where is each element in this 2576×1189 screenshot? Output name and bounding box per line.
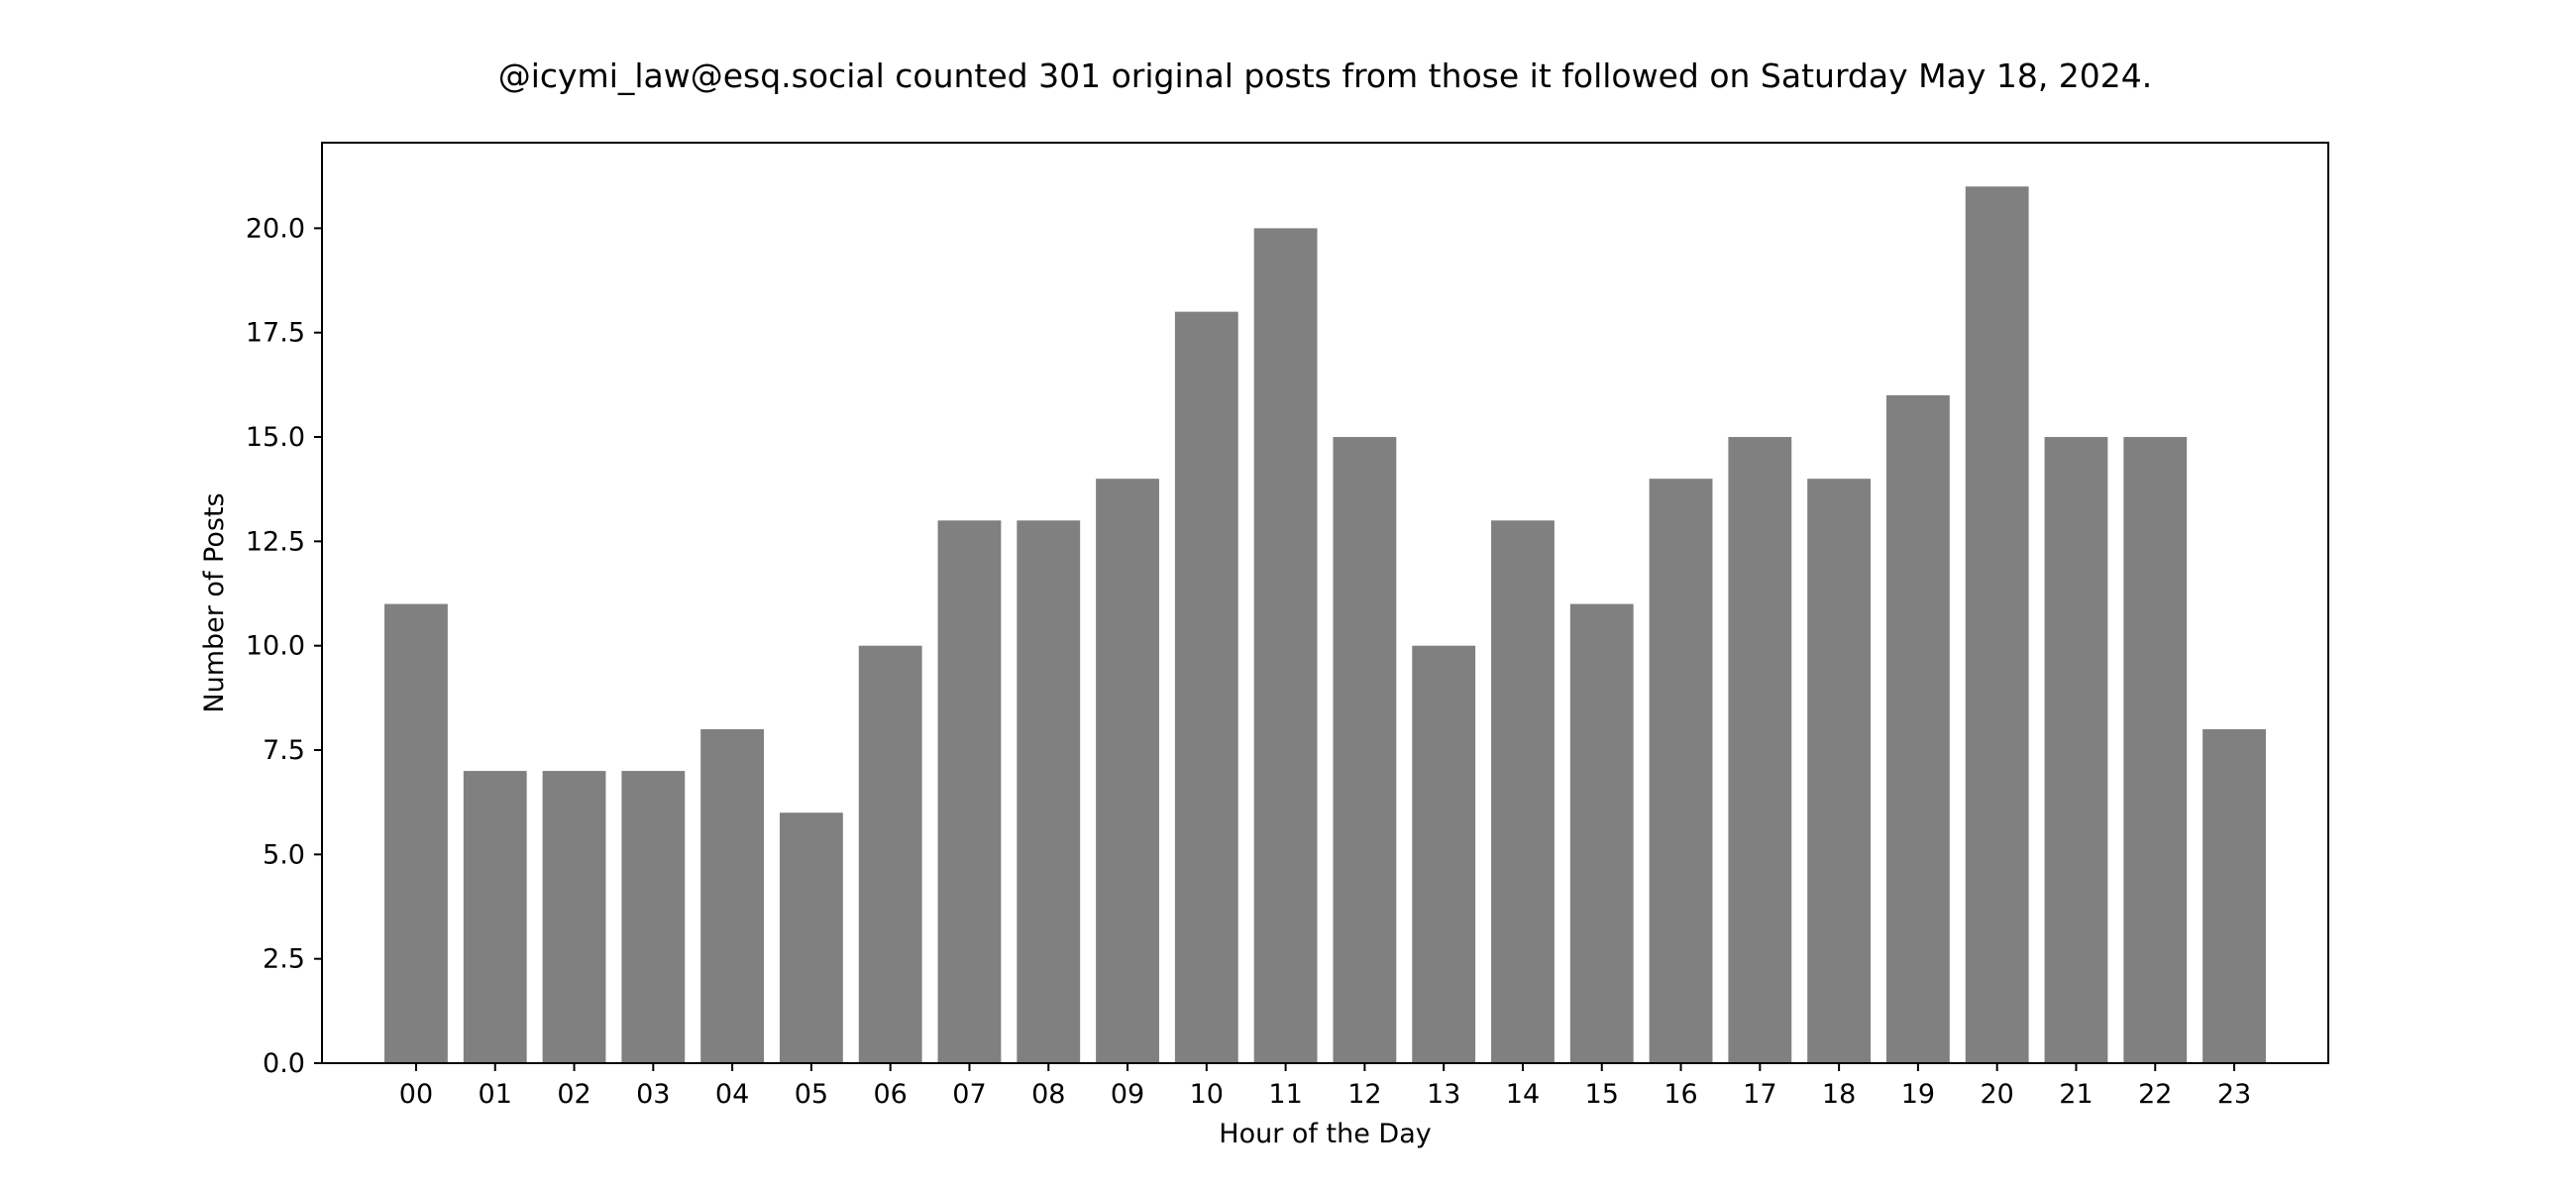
x-tick-label: 02	[557, 1079, 590, 1110]
x-tick-label: 17	[1743, 1079, 1776, 1110]
bar-21	[2044, 437, 2108, 1063]
y-axis: 0.0 2.5 5.0 7.5 10.0 12.5 15.0 17.5 20.0	[246, 213, 322, 1079]
y-tick-label: 2.5	[263, 944, 305, 975]
x-tick-label: 19	[1901, 1079, 1935, 1110]
bar-04	[700, 728, 765, 1063]
bars-group	[384, 186, 2266, 1064]
x-tick-label: 08	[1031, 1079, 1065, 1110]
x-tick-label: 21	[2059, 1079, 2093, 1110]
chart-title: @icymi_law@esq.social counted 301 origin…	[498, 56, 2153, 95]
x-tick-label: 20	[1981, 1079, 2014, 1110]
x-axis: 00 01 02 03 04 05 06 07 08 09 10 11 12 13 14 15 16 17 18 19…	[399, 1063, 2251, 1110]
x-tick-label: 12	[1347, 1079, 1381, 1110]
bar-22	[2123, 437, 2188, 1063]
bar-02	[542, 771, 606, 1063]
plot-frame	[321, 142, 2329, 1064]
bar-17	[1728, 437, 1792, 1063]
bar-23	[2202, 728, 2266, 1063]
x-tick-label: 00	[399, 1079, 433, 1110]
bar-05	[779, 812, 843, 1063]
y-tick-label: 12.5	[246, 526, 305, 557]
x-tick-label: 18	[1822, 1079, 1856, 1110]
bar-08	[1017, 520, 1081, 1063]
x-tick-label: 03	[636, 1079, 670, 1110]
bar-13	[1412, 645, 1476, 1063]
bar-07	[937, 520, 1002, 1063]
y-tick-label: 20.0	[246, 213, 305, 244]
bar-03	[621, 771, 686, 1063]
x-tick-label: 11	[1268, 1079, 1302, 1110]
bar-19	[1885, 394, 1950, 1063]
bar-01	[463, 771, 527, 1063]
x-tick-label: 23	[2217, 1079, 2251, 1110]
x-tick-label: 15	[1585, 1079, 1619, 1110]
x-tick-label: 01	[479, 1079, 512, 1110]
y-tick-label: 0.0	[263, 1048, 305, 1079]
bar-20	[1965, 186, 2029, 1063]
bar-14	[1491, 520, 1555, 1063]
bar-12	[1333, 437, 1397, 1063]
x-tick-label: 04	[715, 1079, 749, 1110]
x-tick-label: 09	[1111, 1079, 1144, 1110]
y-tick-label: 15.0	[246, 422, 305, 453]
x-tick-label: 06	[873, 1079, 907, 1110]
x-tick-label: 10	[1190, 1079, 1224, 1110]
y-tick-label: 7.5	[263, 735, 305, 766]
y-tick-label: 5.0	[263, 839, 305, 870]
bar-18	[1807, 479, 1872, 1064]
bar-10	[1174, 311, 1238, 1063]
x-tick-label: 05	[795, 1079, 828, 1110]
bar-16	[1649, 479, 1713, 1064]
bar-09	[1096, 479, 1159, 1064]
x-axis-label: Hour of the Day	[1219, 1119, 1431, 1149]
x-tick-label: 07	[952, 1079, 986, 1110]
y-tick-label: 17.5	[246, 318, 305, 349]
bar-00	[384, 603, 448, 1063]
y-axis-label: Number of Posts	[199, 492, 230, 712]
x-tick-label: 22	[2138, 1079, 2172, 1110]
bar-15	[1569, 603, 1634, 1063]
bar-11	[1253, 228, 1318, 1063]
y-tick-label: 10.0	[246, 631, 305, 662]
x-tick-label: 13	[1427, 1079, 1460, 1110]
bar-06	[858, 645, 922, 1063]
x-tick-label: 14	[1506, 1079, 1540, 1110]
x-tick-label: 16	[1664, 1079, 1697, 1110]
